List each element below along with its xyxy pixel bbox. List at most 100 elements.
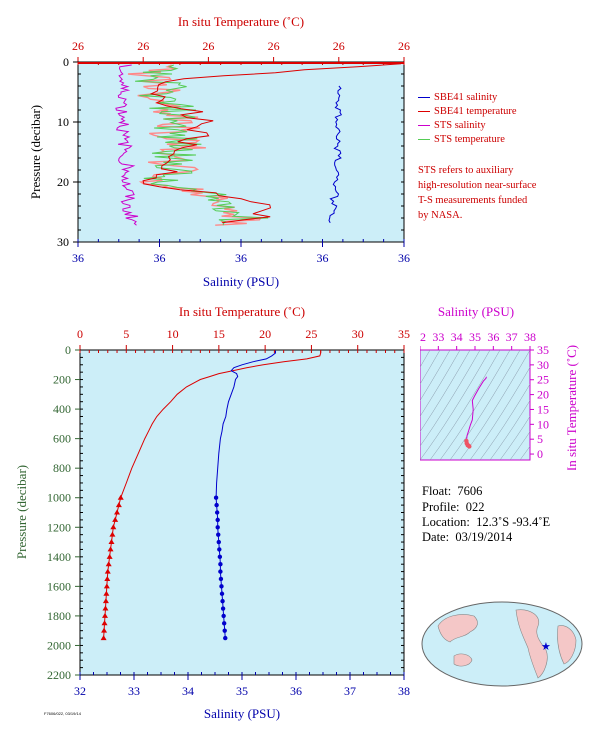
legend-swatch	[418, 111, 430, 113]
temperature-point	[112, 516, 119, 522]
bottom-tick-label: 36	[154, 251, 166, 265]
temperature-point	[100, 635, 107, 641]
temperature-point	[105, 561, 112, 567]
date-label: Date:	[422, 530, 450, 544]
density-contours	[420, 350, 530, 460]
density-contour	[499, 415, 530, 460]
near-surface-series	[78, 62, 404, 226]
location-row: Location: 12.3˚S -93.4˚E	[422, 515, 550, 530]
density-contour	[420, 350, 441, 385]
ts-top-tick-label: 37	[506, 330, 518, 344]
top-tick-label: 26	[202, 39, 214, 53]
near-surface-plot-area	[77, 61, 405, 243]
full-profile-plot-area	[79, 349, 405, 676]
salinity-point	[219, 591, 225, 596]
legend-swatch	[418, 97, 430, 99]
top-tick-label: 10	[167, 327, 179, 341]
legend-item: STS salinity	[418, 120, 486, 131]
salinity-point	[222, 628, 227, 633]
left-tick-label: 30	[57, 235, 69, 249]
density-contour	[420, 350, 471, 433]
density-contour	[420, 350, 491, 460]
temperature-point	[101, 620, 108, 626]
density-contour	[459, 350, 530, 460]
sbe41-salinity-line	[328, 85, 343, 224]
legend-swatch	[418, 125, 430, 127]
ts-right-tick-label: 5	[537, 432, 543, 446]
near-surface-profile-chart: In situ Temperature (˚C) Salinity (PSU) …	[28, 14, 410, 289]
top-tick-label: 15	[213, 327, 225, 341]
density-contour	[429, 350, 501, 460]
salinity-point	[214, 510, 220, 515]
temperature-point	[101, 627, 108, 633]
left-tick-label: 20	[57, 175, 69, 189]
sbe41-temperature-line	[142, 63, 402, 224]
salinity-point	[220, 598, 225, 604]
bottom-tick-label: 36	[398, 251, 410, 265]
density-contour	[519, 445, 530, 460]
salinity-point	[219, 584, 224, 589]
ts-plot-area	[420, 349, 531, 461]
salinity-point	[216, 539, 221, 545]
top-tick-label: 25	[305, 327, 317, 341]
bottom-tick-label: 36	[235, 251, 247, 265]
salinity-point	[215, 525, 220, 530]
note-line: high-resolution near-surface	[418, 180, 537, 191]
density-contour	[479, 383, 530, 460]
salinity-point	[221, 621, 227, 626]
left-tick-label: 0	[63, 55, 69, 69]
density-contour	[469, 366, 530, 460]
world-map: ★	[421, 601, 583, 687]
map-land-africa	[557, 625, 577, 665]
float-value: 7606	[457, 484, 483, 498]
sts-salinity-line	[115, 64, 139, 226]
ts-top-tick-label: 33	[432, 330, 444, 344]
location-value: 12.3˚S -93.4˚E	[476, 515, 551, 529]
bottom-tick-label: 32	[74, 684, 86, 698]
left-tick-label: 2200	[47, 668, 71, 682]
density-contour	[509, 431, 530, 460]
temperature-point	[109, 531, 116, 537]
note-line: STS refers to auxiliary	[418, 165, 514, 176]
temperature-point	[102, 598, 109, 604]
legend-label: STS salinity	[434, 120, 486, 131]
ts-top-tick-label: 35	[469, 330, 481, 344]
temperature-point	[106, 553, 113, 559]
ts-right-tick-label: 25	[537, 373, 549, 387]
sts-temperature-line	[135, 64, 269, 226]
left-tick-label: 2000	[47, 638, 71, 652]
temperature-point	[101, 612, 108, 618]
salinity-point	[218, 576, 224, 582]
full-profile-chart: In situ Temperature (˚C) Salinity (PSU) …	[14, 304, 410, 721]
ts-point	[467, 444, 472, 449]
left-tick-label: 0	[65, 343, 71, 357]
bottom-tick-label: 38	[398, 684, 410, 698]
ts-top-tick-label: 36	[487, 330, 499, 344]
salinity-point	[221, 613, 226, 619]
full-profile-series	[100, 350, 322, 641]
ts-right-tick-label: 15	[537, 402, 549, 416]
ts-diagram: Salinity (PSU) In situ Temperature (˚C) …	[420, 304, 579, 470]
bottom-tick-label: 36	[290, 684, 302, 698]
top-tick-label: 26	[268, 39, 280, 53]
top-tick-label: 0	[77, 327, 83, 341]
salinity-point	[217, 547, 222, 552]
temperature-point	[117, 494, 124, 500]
ts-right-tick-label: 30	[537, 358, 549, 372]
legend-item: STS temperature	[418, 134, 505, 145]
full-profile-axes: 0 5 10 15 20 25 30 35 32 33 34 35 36 37 38 0 200 400 600 80…	[47, 327, 410, 698]
top-tick-label: 30	[352, 327, 364, 341]
legend-label: SBE41 temperature	[434, 106, 517, 117]
sts-note: STS refers to auxiliary high-resolution …	[418, 163, 536, 223]
temperature-point	[103, 590, 110, 596]
ts-top-axis-title: Salinity (PSU)	[438, 304, 514, 319]
legend-label: SBE41 salinity	[434, 92, 498, 103]
note-line: T-S measurements funded	[418, 195, 528, 206]
density-contour	[420, 350, 461, 417]
date-row: Date: 03/19/2014	[422, 530, 512, 545]
salinity-point	[213, 495, 219, 500]
bottom-tick-label: 35	[236, 684, 248, 698]
density-contour	[420, 350, 431, 368]
legend-label: STS temperature	[434, 134, 505, 145]
ts-series	[464, 376, 487, 449]
